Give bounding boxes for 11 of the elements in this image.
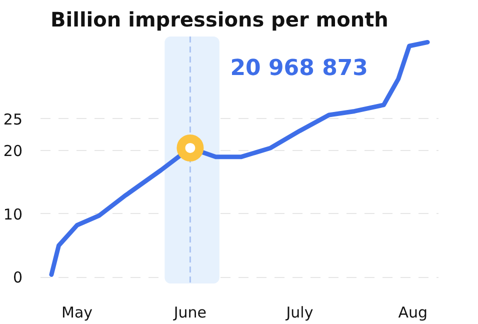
- x-tick-label: Aug: [398, 304, 428, 322]
- y-tick-label: 0: [12, 268, 23, 287]
- y-tick-label: 20: [3, 142, 23, 160]
- y-tick-label: 25: [3, 110, 23, 128]
- x-tick-label: May: [62, 304, 93, 322]
- x-tick-label: July: [285, 304, 314, 322]
- x-tick-label: June: [172, 304, 207, 322]
- y-tick-label: 10: [3, 205, 23, 224]
- annotation: 20 968 873: [230, 56, 368, 81]
- line-series: [49, 40, 430, 277]
- chart-title: Billion impressions per month: [50, 8, 388, 32]
